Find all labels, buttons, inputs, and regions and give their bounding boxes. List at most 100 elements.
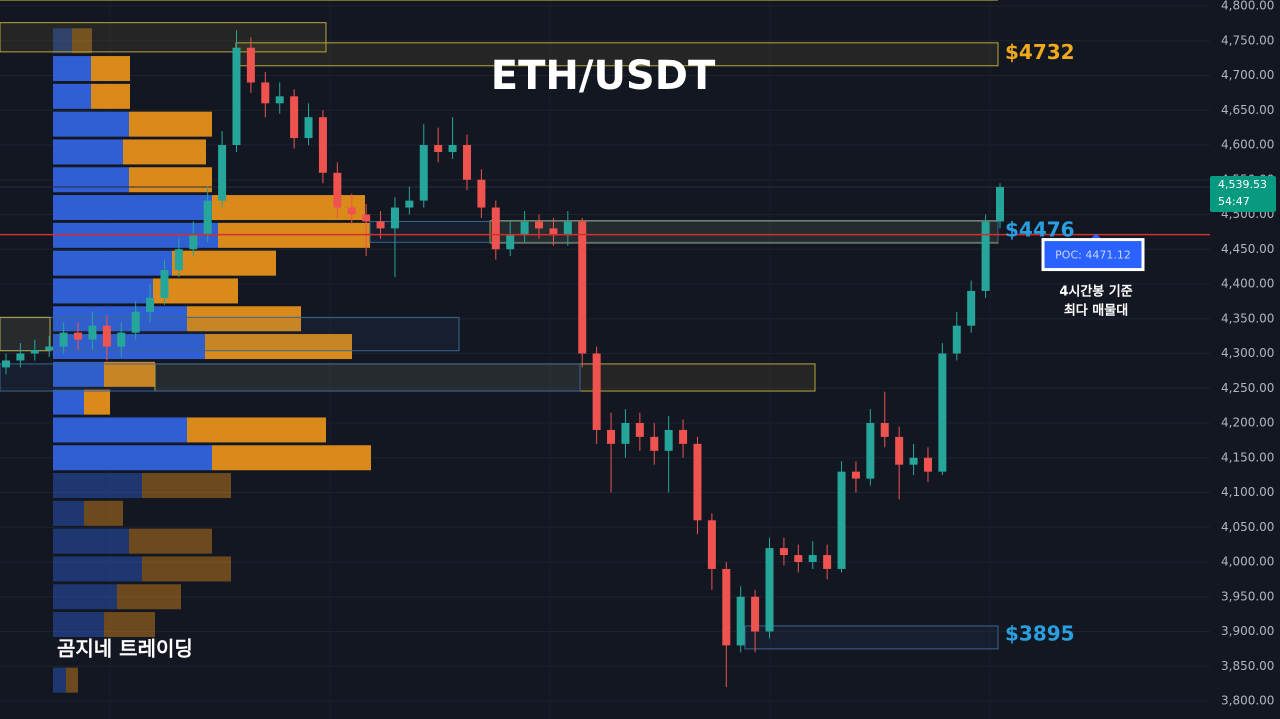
y-tick-label: 3,900.00 xyxy=(1221,624,1274,638)
candle-body xyxy=(160,270,169,298)
level-label: $4732 xyxy=(1005,40,1075,64)
y-tick-label: 4,200.00 xyxy=(1221,416,1274,430)
candle-body xyxy=(967,290,976,326)
candle-body xyxy=(477,179,486,208)
candle-body xyxy=(275,96,284,104)
y-tick-label: 4,750.00 xyxy=(1221,33,1274,47)
candle-body xyxy=(866,423,875,479)
candle-body xyxy=(923,457,932,472)
volume-sell xyxy=(187,306,301,332)
candle-body xyxy=(794,555,803,562)
candle-body xyxy=(837,471,846,569)
zone xyxy=(0,316,51,352)
candle-body xyxy=(736,596,745,646)
y-tick-label: 4,700.00 xyxy=(1221,68,1274,82)
volume-sell xyxy=(129,111,212,137)
candle-body xyxy=(2,360,10,368)
candle-body xyxy=(261,82,270,104)
y-tick-label: 4,650.00 xyxy=(1221,103,1274,117)
candle-body xyxy=(390,207,399,229)
volume-sell xyxy=(129,528,212,554)
volume-buy xyxy=(53,473,142,499)
candle-body xyxy=(74,332,83,340)
volume-sell xyxy=(172,250,276,276)
zone xyxy=(744,625,999,650)
candle-body xyxy=(318,117,327,173)
candle-body xyxy=(232,47,241,146)
volume-buy xyxy=(53,278,153,304)
candle-body xyxy=(491,207,500,250)
y-tick-label: 4,050.00 xyxy=(1221,520,1274,534)
volume-buy xyxy=(53,556,142,582)
candle-body xyxy=(174,249,183,271)
candle-body xyxy=(952,325,961,354)
watermark: 곰지네 트레이딩 xyxy=(57,637,193,661)
candle-body xyxy=(59,332,68,347)
volume-sell xyxy=(117,584,181,610)
candle-body xyxy=(246,47,255,83)
candle-body xyxy=(880,423,889,437)
volume-buy xyxy=(53,28,72,54)
countdown: 54:47 xyxy=(1218,195,1250,208)
candle-body xyxy=(592,353,601,430)
y-tick-label: 4,150.00 xyxy=(1221,450,1274,464)
last-price-tag xyxy=(1210,176,1276,213)
y-tick-label: 4,800.00 xyxy=(1221,0,1274,13)
candle-body xyxy=(218,145,227,201)
candle-body xyxy=(506,235,515,250)
last-price-label: 4,539.53 xyxy=(1218,178,1267,191)
volume-sell xyxy=(72,28,92,54)
candle-body xyxy=(131,311,140,333)
candles xyxy=(2,30,1004,688)
volume-buy xyxy=(53,306,187,332)
poc-box xyxy=(1041,238,1145,272)
poc-label: POC: 4471.12 xyxy=(1055,249,1131,262)
y-tick-label: 3,850.00 xyxy=(1221,659,1274,673)
candle-body xyxy=(851,471,860,479)
candle-body xyxy=(45,346,54,351)
candle-body xyxy=(664,429,673,451)
volume-sell xyxy=(142,556,231,582)
volume-buy xyxy=(53,111,129,137)
candle-body xyxy=(621,423,630,444)
candle-body xyxy=(189,235,198,250)
y-tick-label: 4,100.00 xyxy=(1221,485,1274,499)
chart-title: ETH/USDT xyxy=(491,53,716,99)
y-tick-label: 4,600.00 xyxy=(1221,138,1274,152)
candle-body xyxy=(462,145,471,180)
candle-body xyxy=(290,96,299,139)
volume-buy xyxy=(53,500,84,526)
y-tick-label: 4,250.00 xyxy=(1221,381,1274,395)
zone xyxy=(154,363,816,392)
candle-body xyxy=(203,200,212,236)
candle-body xyxy=(117,332,126,347)
volume-buy xyxy=(53,667,66,693)
zone xyxy=(369,220,999,243)
candle-body xyxy=(751,596,760,632)
y-tick-label: 3,950.00 xyxy=(1221,589,1274,603)
overlay: ETH/USDT 곰지네 트레이딩 4시간봉 기준 최다 매물대 POC: 44… xyxy=(0,40,1210,661)
volume-sell xyxy=(123,139,206,165)
candle-body xyxy=(607,429,616,444)
volume-sell xyxy=(84,500,123,526)
candle-body xyxy=(146,297,155,312)
volume-buy xyxy=(53,167,129,193)
candle-body xyxy=(419,145,428,201)
candle-body xyxy=(779,548,788,556)
volume-buy xyxy=(53,389,84,415)
y-tick-label: 4,400.00 xyxy=(1221,277,1274,291)
volume-sell xyxy=(84,389,110,415)
y-tick-label: 3,800.00 xyxy=(1221,694,1274,708)
volume-sell xyxy=(187,417,326,443)
volume-buy xyxy=(53,528,129,554)
volume-sell xyxy=(142,473,231,499)
candle-body xyxy=(549,228,558,236)
volume-sell xyxy=(212,195,365,221)
volume-buy xyxy=(53,195,212,221)
candle-body xyxy=(909,457,918,465)
zone xyxy=(0,363,581,392)
volume-sell xyxy=(129,167,212,193)
candle-body xyxy=(405,200,414,208)
